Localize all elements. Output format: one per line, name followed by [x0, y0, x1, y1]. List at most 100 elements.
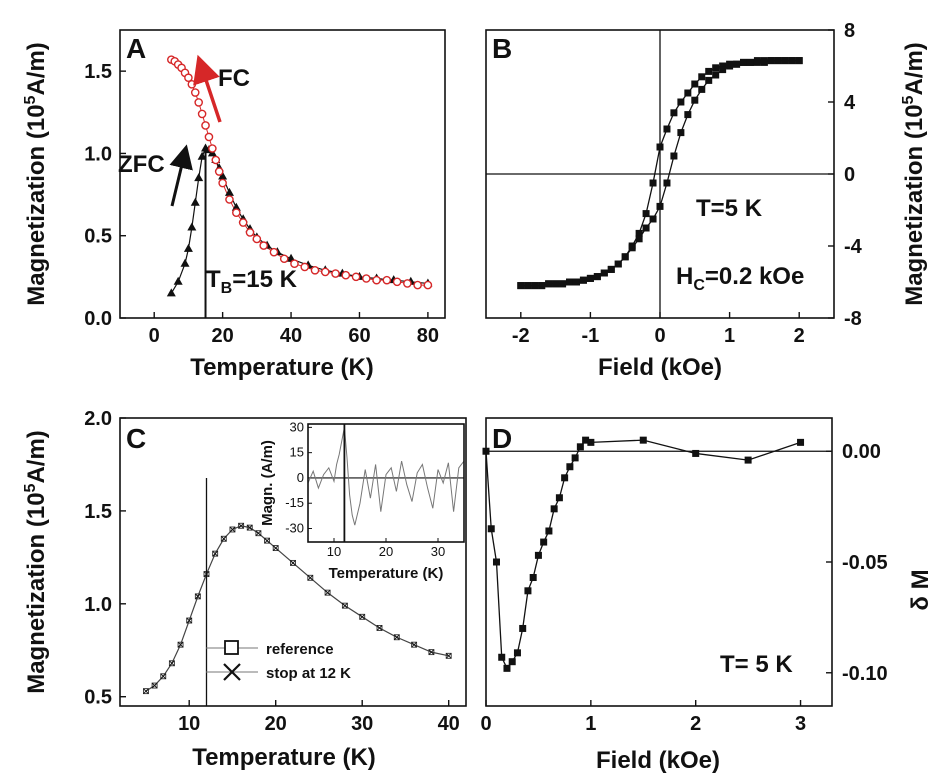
y-tick-label: 0.00	[842, 441, 881, 463]
hysteresis-point	[719, 66, 727, 74]
panel-c-letter: C	[126, 423, 146, 454]
inset-plot: 10 20 30 30 15 0 -15 -30	[285, 419, 465, 559]
x-tick-label: 2	[690, 713, 701, 735]
fc-point	[341, 270, 351, 280]
zfc-point	[183, 243, 193, 252]
panel-c-inset: 10 20 30 30 15 0 -15 -30 Temperature (K) Magn. …	[259, 419, 465, 582]
reference-point	[411, 641, 418, 648]
fc-point	[190, 88, 200, 97]
delta-m-point	[529, 574, 537, 582]
zfc-point	[218, 171, 228, 180]
stop-series-point	[255, 530, 262, 537]
stop-series-point	[307, 574, 314, 581]
hysteresis-point	[621, 253, 629, 261]
fc-point	[208, 144, 217, 153]
reference-point	[151, 682, 158, 689]
hysteresis-point	[705, 76, 713, 84]
panel-c: 10 20 30 40 0.5 1.0 1.5 2.0 C Temperature (K) M…	[22, 408, 467, 771]
fc-point	[245, 228, 255, 237]
panel-d-letter: D	[492, 423, 512, 454]
delta-m-point	[524, 587, 532, 595]
stop-series-point	[428, 649, 435, 655]
delta-m-point	[513, 649, 521, 657]
panel-a-letter: A	[126, 33, 146, 64]
fc-point	[201, 121, 210, 130]
stop-series-point	[376, 625, 383, 631]
fc-point	[320, 267, 330, 277]
y-tick-label: 0	[844, 164, 855, 186]
stop-series-point	[342, 602, 348, 609]
hysteresis-point	[740, 58, 748, 66]
panel-d-ylabel: δ M	[907, 569, 934, 610]
stop-series-point	[272, 545, 279, 551]
x-tick-label: 40	[280, 325, 302, 347]
zfc-point	[180, 258, 190, 267]
panel-d-frame	[485, 417, 833, 707]
y-tick-label: 1.0	[84, 143, 112, 165]
reference-point	[160, 673, 167, 680]
delta-m-point	[492, 558, 500, 566]
delta-m-point	[797, 438, 805, 446]
legend-square-marker	[224, 640, 239, 655]
delta-m-point	[566, 463, 574, 471]
y-tick-label: 1.5	[84, 501, 112, 523]
inset-y-tick-label: -30	[285, 521, 304, 536]
panel-c-frame	[119, 417, 467, 707]
delta-m-point	[555, 494, 563, 502]
panel-d-temperature-label: T= 5 K	[720, 651, 793, 678]
hysteresis-point	[545, 280, 553, 288]
x-tick-label: 10	[178, 713, 200, 735]
fc-point	[259, 241, 268, 250]
reference-point	[177, 641, 184, 648]
fc-point	[214, 167, 224, 176]
stop-series-point	[393, 634, 400, 641]
hysteresis-point	[600, 269, 608, 277]
x-tick-label: 20	[265, 713, 287, 735]
delta-m-point	[519, 624, 527, 632]
y-tick-label: -4	[844, 236, 863, 258]
hysteresis-point	[719, 62, 727, 70]
reference-point	[186, 617, 193, 624]
reference-point	[212, 550, 219, 557]
hysteresis-point	[663, 179, 671, 187]
fc-point	[403, 279, 412, 288]
reference-point	[238, 522, 245, 529]
hysteresis-point	[677, 98, 685, 106]
hysteresis-point	[524, 282, 532, 290]
delta-m-point	[550, 505, 558, 513]
inset-x-tick-label: 10	[327, 544, 341, 559]
stop-series-point	[238, 522, 244, 529]
reference-point	[272, 545, 279, 552]
fc-point	[211, 155, 221, 165]
reference-point	[445, 652, 452, 659]
delta-m-point	[545, 527, 553, 535]
panel-a-zfc-arrow	[169, 144, 193, 207]
stop-series-point	[186, 617, 193, 624]
fc-point	[331, 269, 340, 278]
reference-point	[229, 526, 236, 533]
reference-point	[428, 649, 435, 656]
reference-point	[264, 537, 270, 544]
stop-series-point	[195, 593, 201, 600]
zfc-point	[224, 187, 234, 196]
hysteresis-point	[767, 57, 775, 65]
hysteresis-point	[635, 229, 643, 237]
y-tick-label: -0.05	[842, 552, 888, 574]
panel-d-plot: 0 1 2 3 0.00 -0.05 -0.10	[480, 436, 888, 735]
hysteresis-point	[579, 276, 587, 284]
hysteresis-point	[663, 125, 671, 133]
hysteresis-point	[726, 62, 734, 70]
fc-point	[279, 254, 289, 264]
inset-xlabel: Temperature (K)	[329, 565, 444, 582]
reference-point	[168, 660, 175, 667]
stop-series-point	[445, 653, 452, 659]
stop-series-point	[220, 535, 227, 542]
y-tick-label: 1.5	[84, 61, 112, 83]
delta-m-point	[576, 443, 584, 451]
zfc-point	[194, 173, 204, 182]
fc-point	[194, 98, 203, 107]
panel-b-ylabel: Magnetization (105A/m)	[900, 42, 928, 306]
y-tick-label: 4	[844, 92, 856, 114]
hysteresis-point	[705, 67, 713, 75]
